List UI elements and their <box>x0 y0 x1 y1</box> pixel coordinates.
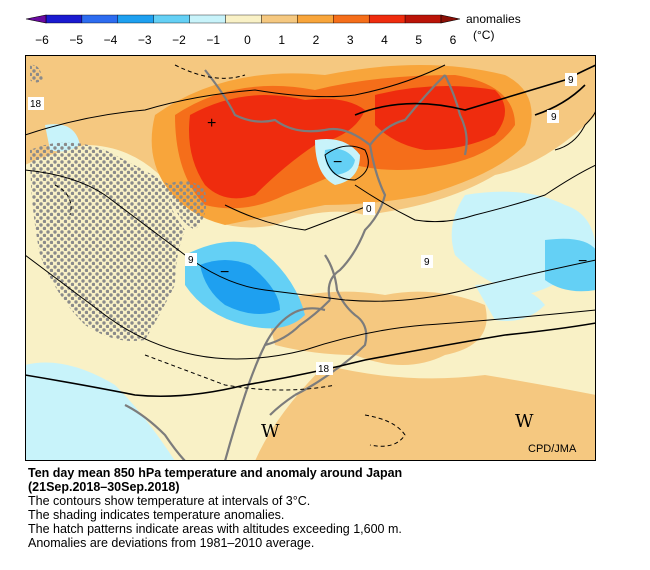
color-scale-cells <box>45 14 442 24</box>
anomaly-color-scale: −6 −5 −4 −3 −2 −1 0 1 2 3 4 5 6 anomalies (°C) <box>25 12 521 47</box>
color-scale-cell <box>117 14 154 24</box>
color-scale-tick-label: 5 <box>415 33 422 47</box>
w-marker: W <box>261 421 280 442</box>
anomaly-marker: − <box>578 253 587 270</box>
map-caption: Ten day mean 850 hPa temperature and ano… <box>28 466 628 550</box>
contour-label: 9 <box>188 255 194 266</box>
units-label-celsius: (°C) <box>473 28 494 42</box>
color-scale-tick-label: 4 <box>381 33 388 47</box>
contour-label: 0 <box>366 204 372 215</box>
temperature-anomaly-map: 18 9 9 0 9 9 18 + − − − W W CPD/JMA <box>25 55 596 461</box>
color-scale-tick-label: 2 <box>313 33 320 47</box>
contour-label: 18 <box>318 364 330 375</box>
color-scale-cell <box>45 14 83 24</box>
caption-line: Anomalies are deviations from 1981–2010 … <box>28 536 315 550</box>
color-scale-high-arrow <box>440 14 461 24</box>
color-scale-cell <box>333 14 370 24</box>
anomaly-marker: − <box>333 154 342 171</box>
color-scale-tick-label: 6 <box>450 33 457 47</box>
color-scale-tick-label: −6 <box>35 33 49 47</box>
color-scale-cell <box>261 14 298 24</box>
color-scale-tick-label: 0 <box>244 33 251 47</box>
color-scale-tick-label: −4 <box>104 33 118 47</box>
temperature-contours <box>25 64 596 447</box>
caption-line: The shading indicates temperature anomal… <box>28 508 285 522</box>
color-scale-low-arrow <box>25 14 47 24</box>
contour-labels: 18 9 9 0 9 9 18 <box>28 73 577 375</box>
color-scale-cell <box>189 14 226 24</box>
color-scale-cell <box>225 14 262 24</box>
caption-period: (21Sep.2018–30Sep.2018) <box>28 480 180 494</box>
color-scale-tick-labels: −6 −5 −4 −3 −2 −1 0 1 2 3 4 5 6 <box>35 33 457 47</box>
units-label-anomalies: anomalies <box>466 12 521 26</box>
caption-line: The contours show temperature at interva… <box>28 494 311 508</box>
color-scale-tick-label: −1 <box>206 33 220 47</box>
color-scale-tick-label: 1 <box>278 33 285 47</box>
color-scale-cell <box>404 14 442 24</box>
contour-label: 9 <box>551 112 557 123</box>
caption-line: The hatch patterns indicate areas with a… <box>28 522 402 536</box>
color-scale-cell <box>153 14 190 24</box>
caption-title: Ten day mean 850 hPa temperature and ano… <box>28 466 403 480</box>
color-scale-tick-label: −3 <box>138 33 152 47</box>
color-scale-cell <box>297 14 334 24</box>
color-scale-tick-label: −2 <box>172 33 186 47</box>
color-scale-cell <box>81 14 119 24</box>
high-terrain-hatch <box>30 64 207 341</box>
contour-label: 18 <box>30 99 42 110</box>
color-scale-tick-label: −5 <box>69 33 83 47</box>
w-marker: W <box>515 411 534 432</box>
contour-label: 9 <box>568 75 574 86</box>
anomaly-center-markers: + − − − <box>207 115 587 281</box>
anomaly-marker: + <box>207 115 216 132</box>
color-scale-cell <box>368 14 406 24</box>
contour-label: 9 <box>424 257 430 268</box>
color-scale-tick-label: 3 <box>347 33 354 47</box>
anomaly-marker: − <box>220 264 229 281</box>
credit-label: CPD/JMA <box>528 443 577 455</box>
